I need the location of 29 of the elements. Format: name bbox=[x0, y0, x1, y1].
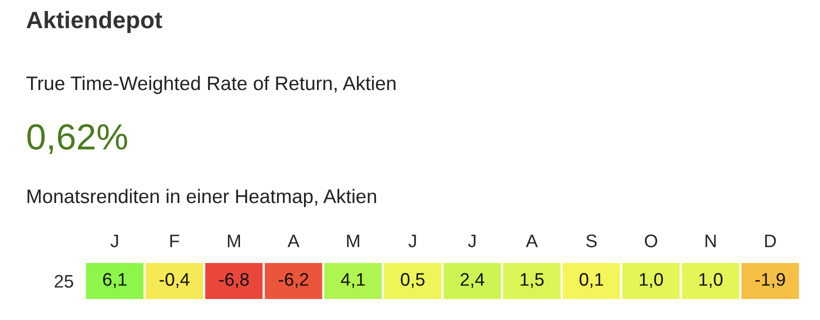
x-tick-label: M bbox=[347, 234, 360, 248]
x-tick-label: S bbox=[586, 234, 597, 248]
data-label: 2,4 bbox=[460, 273, 484, 288]
chart-title: Aktiendepot bbox=[26, 10, 162, 34]
data-label: 1,0 bbox=[699, 273, 722, 288]
x-tick-label: J bbox=[110, 234, 118, 248]
data-label: -0,4 bbox=[160, 273, 190, 288]
data-label: 0,1 bbox=[580, 273, 604, 288]
x-tick-label: D bbox=[765, 234, 776, 248]
x-tick-label: A bbox=[288, 234, 300, 248]
data-label: -1,9 bbox=[755, 273, 785, 288]
x-tick-label: J bbox=[408, 234, 416, 248]
data-label: 1,5 bbox=[520, 273, 544, 288]
data-label: -6,8 bbox=[219, 273, 249, 288]
chart-subtitle: True Time-Weighted Rate of Return, Aktien bbox=[26, 76, 396, 94]
data-label: 6,1 bbox=[103, 273, 126, 288]
x-tick-label: O bbox=[644, 234, 658, 248]
x-tick-label: A bbox=[526, 234, 538, 248]
data-label: -6,2 bbox=[278, 273, 308, 288]
text: 0,62% bbox=[27, 124, 128, 154]
x-tick-label: J bbox=[468, 234, 476, 248]
data-label: 4,1 bbox=[340, 273, 365, 288]
x-tick-label: F bbox=[170, 234, 180, 248]
data-label: 1,0 bbox=[640, 273, 663, 288]
text: Monatsrenditen in einer Heatmap, Aktien bbox=[28, 188, 376, 208]
data-label: 0,5 bbox=[400, 273, 424, 288]
x-tick-label: N bbox=[706, 234, 716, 248]
y-tick-label: 25 bbox=[54, 274, 74, 288]
x-tick-label: M bbox=[228, 234, 240, 248]
